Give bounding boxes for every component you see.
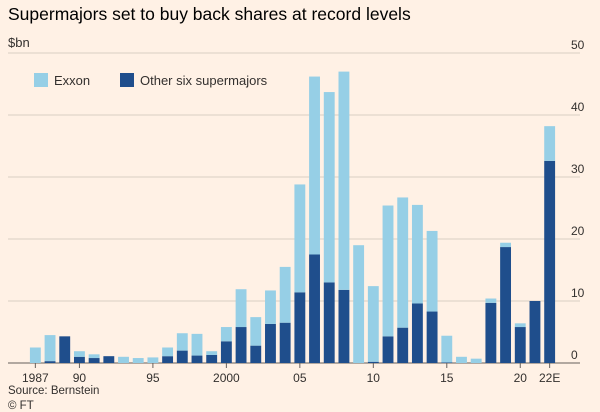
bar-exxon-1988: [44, 335, 56, 362]
y-tick-label: 0: [571, 348, 578, 362]
bars: [29, 71, 556, 363]
bar-exxon-2013: [411, 204, 423, 304]
bar-exxon-2010: [367, 286, 379, 362]
bar-others-2004: [279, 322, 291, 363]
bar-others-2000: [220, 341, 232, 363]
bar-others-1996: [162, 356, 174, 363]
y-tick-label: 20: [571, 224, 585, 238]
legend: Exxon Other six supermajors: [34, 73, 268, 88]
x-tick-label: 95: [146, 371, 160, 385]
bar-exxon-2004: [279, 266, 291, 323]
bar-others-1999: [206, 354, 218, 363]
legend-swatch-others: [120, 73, 134, 87]
bar-exxon-2019: [500, 242, 512, 248]
bar-exxon-1994: [132, 358, 144, 363]
legend-label-exxon: Exxon: [54, 73, 90, 88]
x-tick-label: 10: [367, 371, 381, 385]
bar-exxon-1987: [29, 347, 41, 363]
x-axis-ticks: 1987 90 95 2000 05 10 15 20 22E: [22, 363, 560, 385]
bar-others-1998: [191, 355, 203, 363]
bar-exxon-1995: [147, 357, 159, 363]
y-axis-unit-label: $bn: [8, 35, 30, 50]
bar-exxon-2003: [265, 290, 276, 324]
legend-swatch-exxon: [34, 73, 48, 87]
bar-others-1990: [73, 356, 85, 363]
bar-others-1988: [44, 361, 56, 363]
bar-others-2018: [485, 302, 497, 363]
bar-others-2007: [323, 282, 335, 363]
bar-exxon-1999: [206, 351, 218, 355]
bar-exxon-1990: [73, 351, 85, 357]
bar-others-2014: [426, 311, 438, 363]
bar-others-2019: [500, 247, 512, 363]
bar-exxon-2022E: [544, 126, 556, 161]
x-tick-label: 2000: [213, 371, 240, 385]
bar-exxon-2002: [250, 317, 262, 346]
copyright-note: © FT: [8, 400, 34, 412]
bar-exxon-2020: [514, 323, 526, 328]
x-tick-label: 20: [514, 371, 528, 385]
bar-exxon-2006: [309, 76, 320, 255]
bar-exxon-2015: [441, 335, 453, 363]
bar-others-2020: [514, 327, 526, 363]
y-tick-label: 50: [571, 38, 585, 52]
bar-others-2005: [294, 292, 306, 363]
bar-exxon-2012: [397, 197, 409, 328]
bar-others-2012: [397, 327, 409, 363]
x-tick-label: 05: [293, 371, 307, 385]
bar-exxon-2016: [456, 356, 467, 363]
bar-exxon-2017: [470, 358, 482, 363]
bar-others-1989: [59, 336, 71, 363]
bar-exxon-2018: [485, 298, 497, 303]
bar-others-1997: [176, 350, 188, 363]
bar-exxon-2014: [426, 230, 438, 312]
bar-others-2021: [529, 301, 541, 363]
bar-exxon-1998: [191, 333, 203, 356]
bar-others-2011: [382, 336, 394, 363]
gridlines: [8, 52, 580, 364]
bar-others-1992: [103, 356, 115, 363]
chart-title: Supermajors set to buy back shares at re…: [8, 4, 411, 24]
bar-exxon-2001: [235, 289, 247, 328]
bar-others-2013: [411, 303, 423, 363]
bar-exxon-2007: [323, 92, 335, 283]
bar-others-2008: [338, 289, 350, 363]
bar-exxon-1993: [118, 356, 129, 363]
bar-others-1991: [88, 358, 100, 363]
x-tick-label: 90: [73, 371, 87, 385]
bar-others-2015: [441, 362, 453, 363]
source-note: Source: Bernstein: [8, 385, 100, 397]
bar-others-2002: [250, 345, 262, 363]
x-tick-label: 15: [440, 371, 454, 385]
bar-exxon-1996: [162, 347, 174, 357]
bar-others-2003: [265, 323, 276, 363]
bar-exxon-2009: [353, 245, 365, 363]
y-tick-label: 10: [571, 286, 585, 300]
y-tick-label: 30: [571, 162, 585, 176]
bar-exxon-1997: [176, 333, 188, 351]
bar-others-2006: [309, 254, 320, 363]
bar-exxon-2011: [382, 205, 394, 337]
bar-others-2022E: [544, 160, 556, 363]
bar-others-2001: [235, 327, 247, 363]
y-axis-ticks: 0 10 20 30 40 50: [571, 38, 585, 362]
bar-exxon-2000: [220, 327, 232, 342]
bar-exxon-2008: [338, 71, 350, 290]
bar-exxon-2005: [294, 184, 306, 293]
legend-label-others: Other six supermajors: [140, 73, 268, 88]
bar-exxon-1991: [88, 354, 100, 359]
bar-others-2010: [367, 361, 379, 363]
y-tick-label: 40: [571, 100, 585, 114]
x-tick-label: 22E: [539, 371, 560, 385]
x-tick-label: 1987: [22, 371, 49, 385]
